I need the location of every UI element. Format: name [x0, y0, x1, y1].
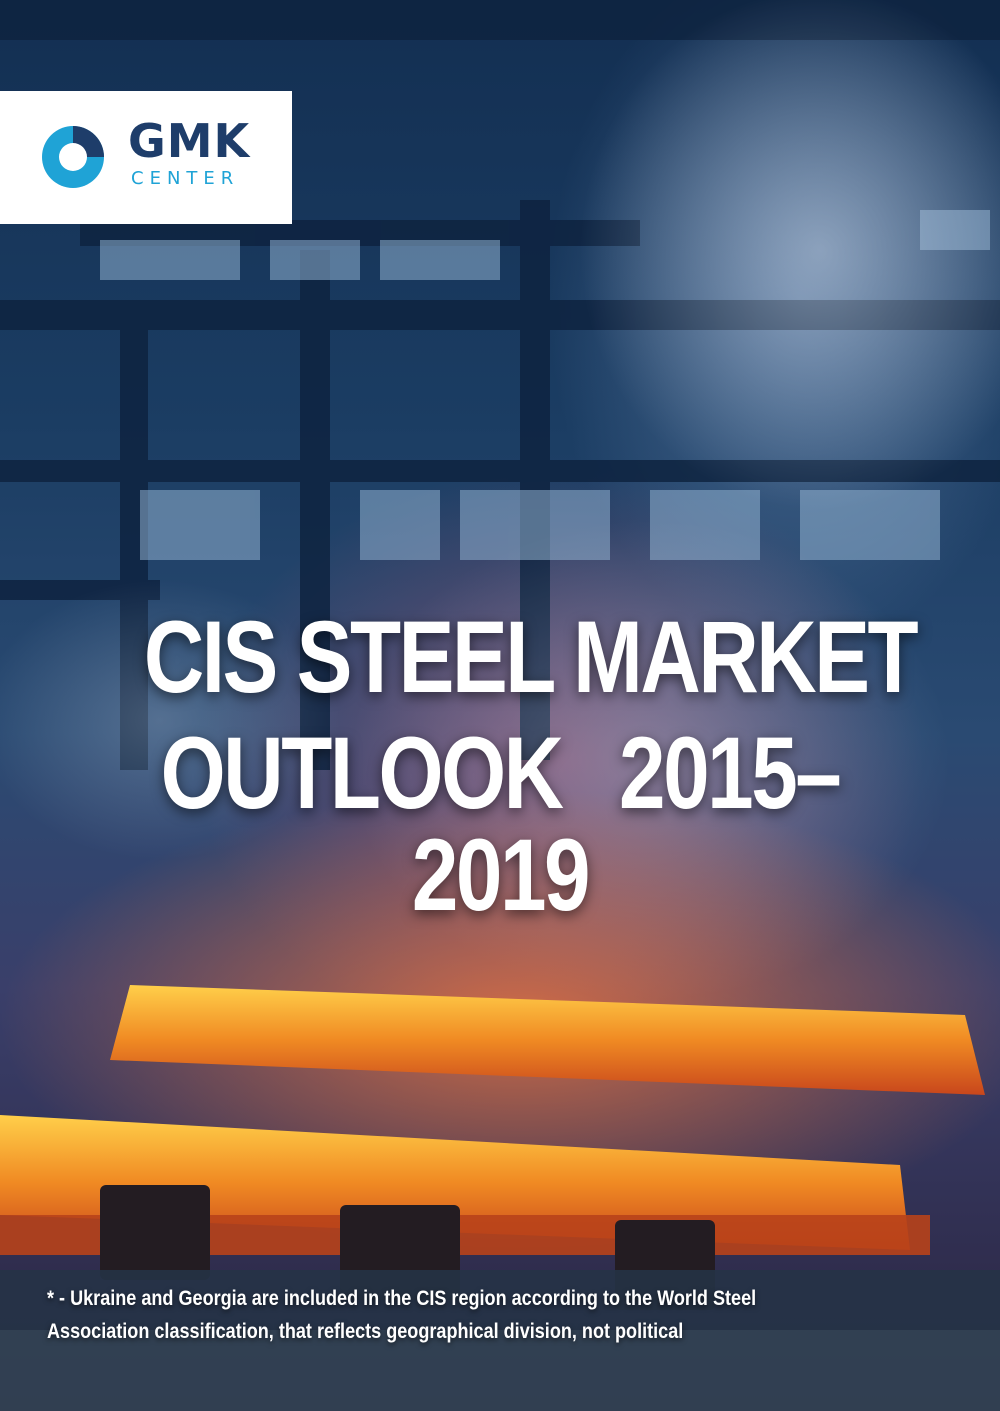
logo-name: GMK [128, 114, 251, 168]
title-line-2: OUTLOOK 2015–2019 [90, 722, 910, 926]
title-years: 2015–2019 [411, 716, 842, 932]
gmk-logo-icon [42, 126, 104, 188]
footnote-line-2: Association classification, that reflect… [47, 1320, 684, 1343]
logo-subtitle: CENTER [131, 168, 240, 189]
title-outlook: OUTLOOK [160, 716, 564, 830]
footnote-line-1: * - Ukraine and Georgia are included in … [47, 1287, 757, 1310]
title-line-1: CIS STEEL MARKET [143, 600, 919, 714]
footnote: * - Ukraine and Georgia are included in … [47, 1282, 821, 1348]
hot-steel-slabs [0, 985, 985, 1255]
